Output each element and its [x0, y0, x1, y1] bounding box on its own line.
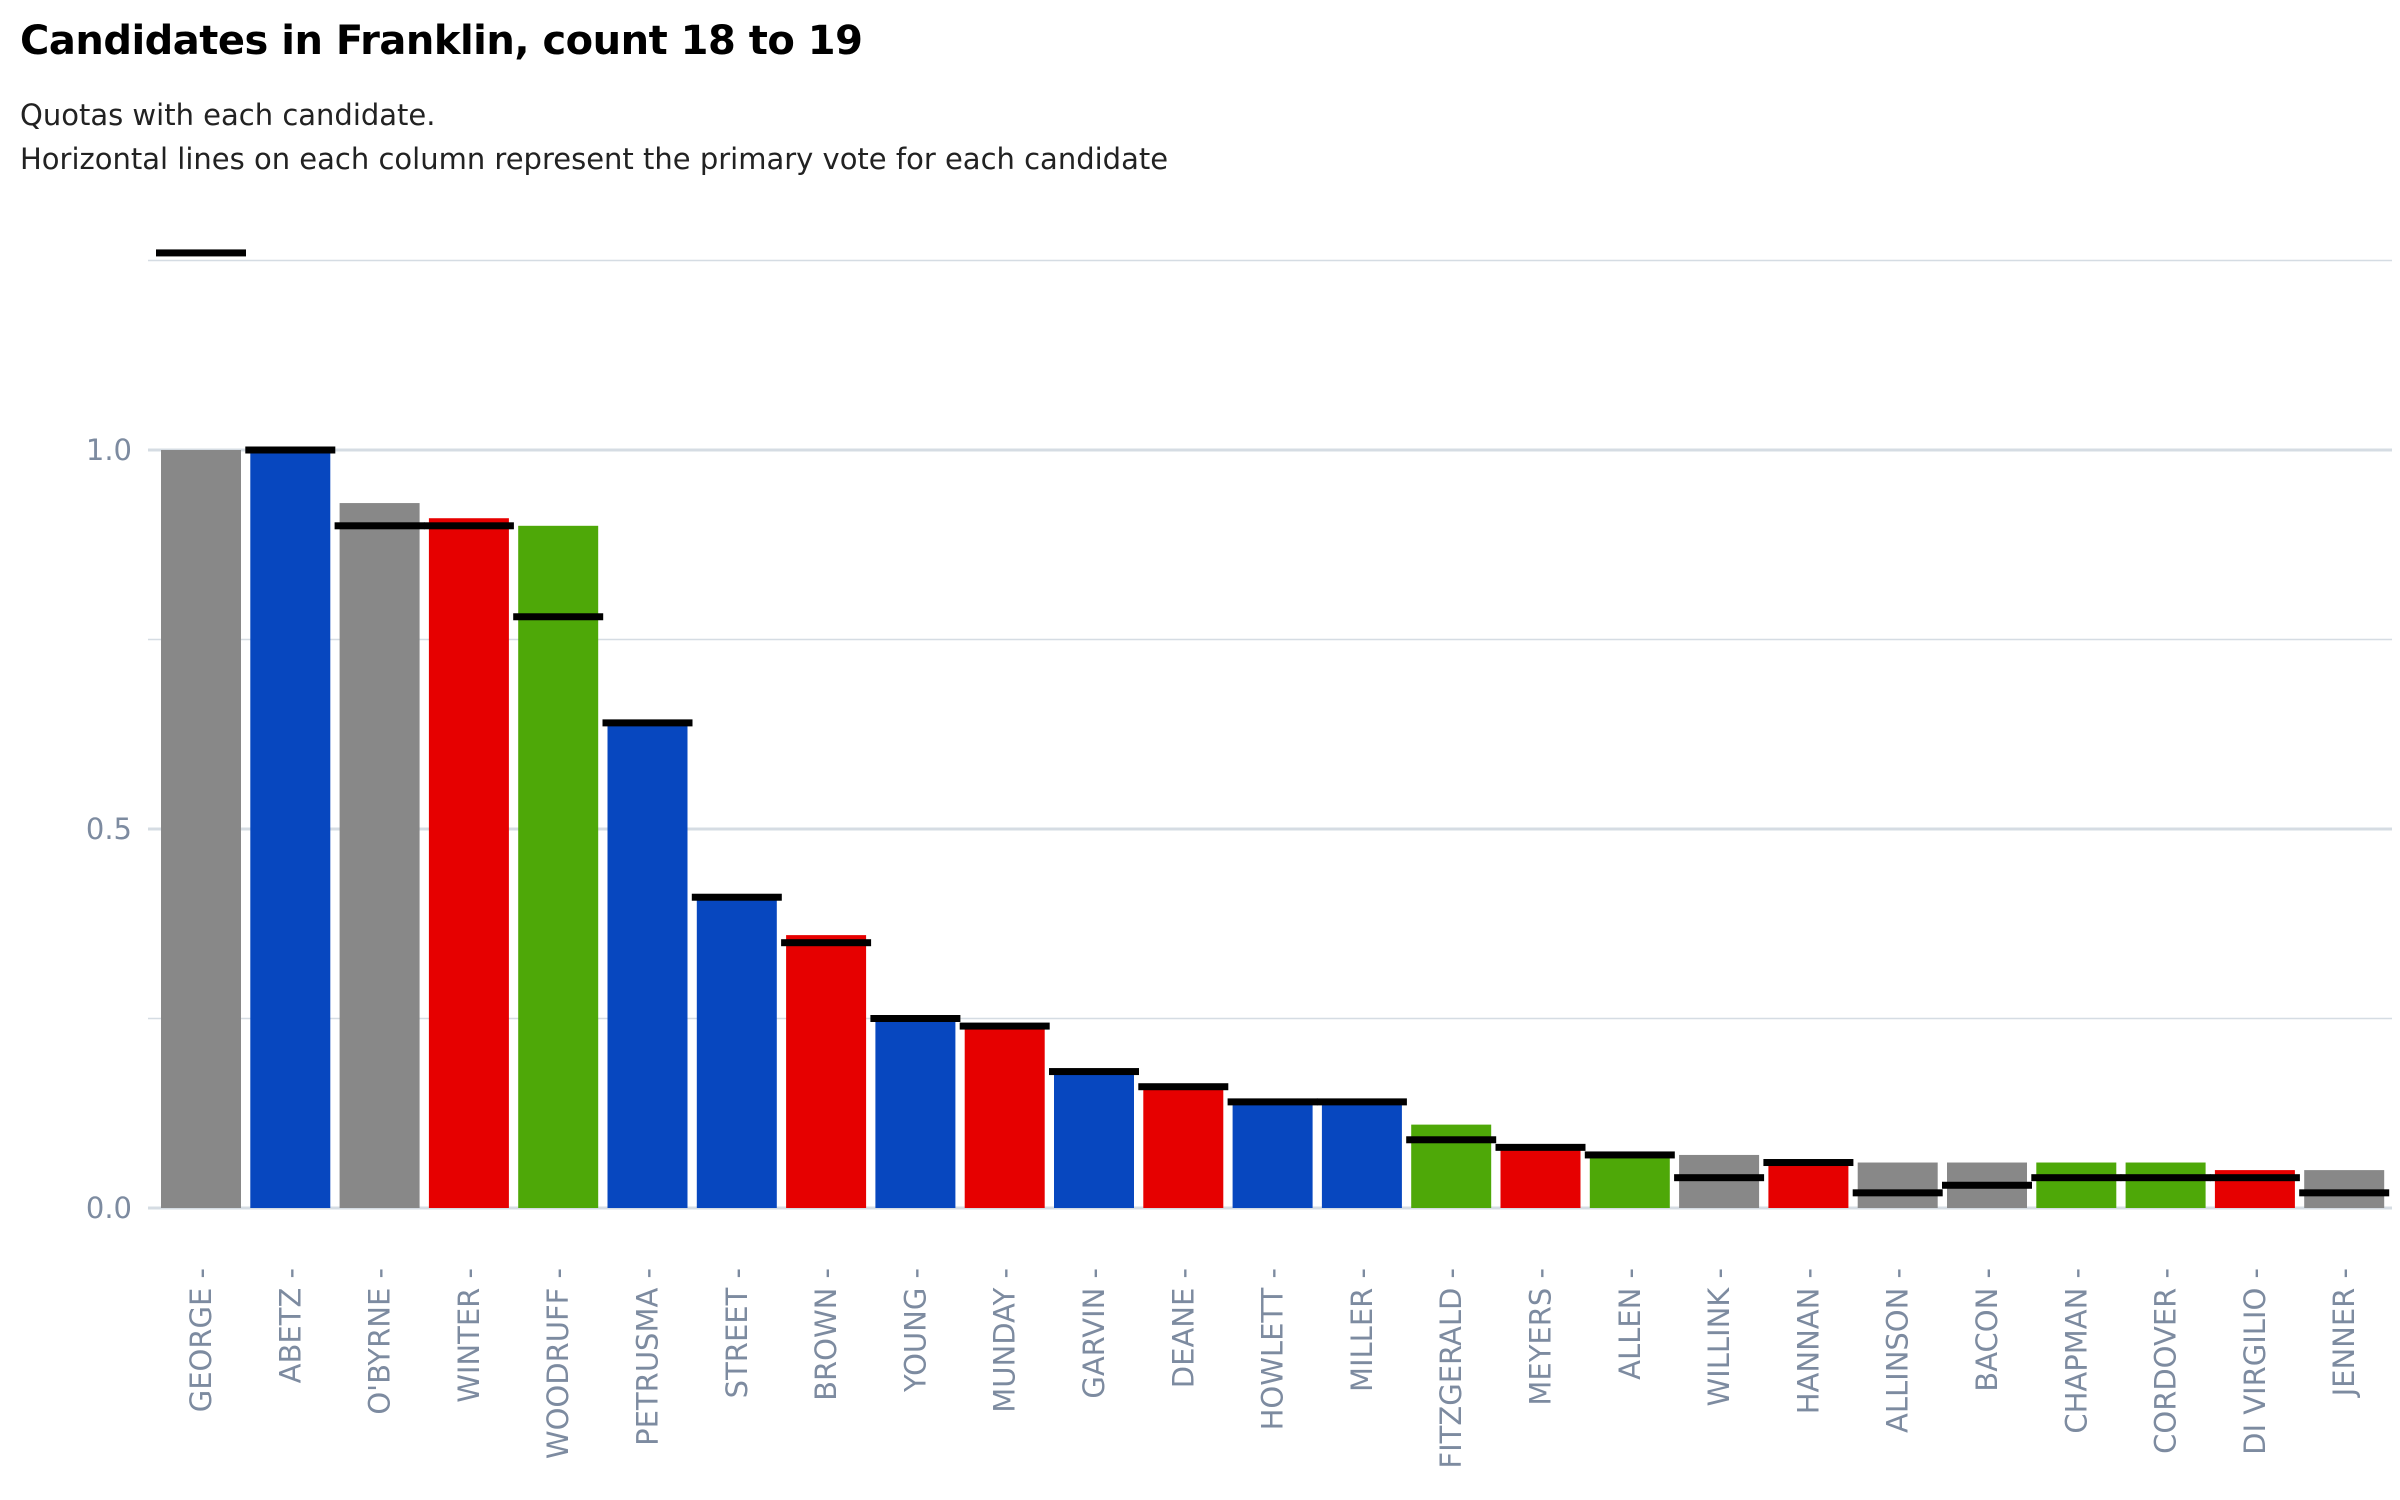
- bar: [1768, 1162, 1849, 1208]
- x-tick-label: STREET -: [720, 1268, 754, 1398]
- primary-vote-marker: [1406, 1136, 1497, 1144]
- x-tick-label: GARVIN -: [1077, 1268, 1111, 1399]
- bar: [1321, 1101, 1402, 1208]
- chart-subtitle-line-1: Quotas with each candidate.: [20, 98, 436, 132]
- primary-vote-marker: [1763, 1159, 1854, 1167]
- y-tick-label: 0.0: [86, 1191, 132, 1225]
- chart-subtitle-line-2: Horizontal lines on each column represen…: [20, 142, 1169, 176]
- primary-vote-marker: [1942, 1181, 2032, 1189]
- x-tick-label: BROWN -: [809, 1268, 843, 1401]
- bar: [786, 935, 867, 1208]
- primary-vote-marker: [423, 522, 514, 530]
- bar: [964, 1026, 1045, 1208]
- primary-vote-marker: [1049, 1068, 1139, 1076]
- x-tick-label: CORDOVER -: [2149, 1268, 2183, 1454]
- primary-vote-marker: [2299, 1189, 2390, 1197]
- x-tick-label: FITZGERALD -: [1434, 1268, 1468, 1469]
- bar: [696, 897, 777, 1208]
- primary-vote-marker: [334, 522, 425, 530]
- x-tick-label: PETRUSMA -: [631, 1268, 665, 1446]
- bar: [161, 450, 241, 1208]
- bar: [518, 525, 599, 1208]
- x-tick-label: MILLER -: [1345, 1268, 1379, 1392]
- primary-vote-marker: [245, 446, 336, 454]
- primary-vote-marker: [1674, 1174, 1765, 1182]
- bar: [1589, 1154, 1670, 1208]
- primary-vote-marker: [870, 1015, 961, 1022]
- primary-vote-marker: [1227, 1098, 1318, 1106]
- x-tick-label: MEYERS -: [1524, 1268, 1558, 1406]
- bar: [1054, 1071, 1134, 1208]
- bar: [2304, 1170, 2385, 1208]
- bar: [339, 503, 420, 1208]
- primary-vote-marker: [1852, 1189, 1943, 1197]
- bar: [1500, 1147, 1581, 1208]
- primary-vote-marker: [691, 893, 782, 901]
- bar: [250, 450, 331, 1208]
- x-tick-label: YOUNG -: [898, 1268, 932, 1393]
- bar: [1857, 1162, 1938, 1208]
- bar: [428, 518, 509, 1208]
- bar-layer: [161, 450, 2385, 1208]
- x-tick-label: WINTER -: [452, 1268, 486, 1403]
- primary-vote-marker: [1495, 1143, 1586, 1151]
- bar: [2125, 1162, 2206, 1208]
- x-tick-label: BACON -: [1970, 1268, 2004, 1392]
- primary-vote-marker: [513, 613, 604, 621]
- x-axis: GEORGE - ABETZ - O'BYRNE - WINTER - WOODRUFF…: [184, 1268, 2361, 1469]
- primary-vote-marker: [1138, 1083, 1229, 1091]
- primary-vote-marker: [2120, 1174, 2211, 1182]
- chart-title: Candidates in Franklin, count 18 to 19: [20, 18, 863, 64]
- x-tick-label: WOODRUFF -: [541, 1268, 575, 1459]
- y-tick-label: 0.5: [86, 812, 132, 846]
- x-tick-label: JENNER -: [2327, 1268, 2361, 1398]
- x-tick-label: WILLINK -: [1702, 1268, 1736, 1407]
- bar: [875, 1018, 956, 1208]
- x-tick-label: O'BYRNE -: [363, 1268, 397, 1415]
- primary-vote-marker: [1584, 1151, 1675, 1159]
- x-tick-label: ALLEN -: [1613, 1268, 1647, 1380]
- bar: [2036, 1162, 2117, 1208]
- primary-vote-marker: [2031, 1174, 2122, 1182]
- primary-vote-marker: [781, 939, 872, 947]
- primary-vote-marker-layer: [156, 249, 2390, 1197]
- bar: [1143, 1086, 1224, 1208]
- primary-vote-marker: [2209, 1174, 2300, 1182]
- x-tick-label: GEORGE -: [184, 1268, 218, 1412]
- bar: [1679, 1154, 1760, 1208]
- x-tick-label: MUNDAY -: [988, 1268, 1022, 1413]
- primary-vote-marker: [1316, 1098, 1407, 1106]
- x-tick-label: HOWLETT -: [1256, 1268, 1290, 1430]
- primary-vote-marker: [602, 719, 693, 727]
- primary-vote-marker: [156, 249, 246, 257]
- y-axis: 0.0 0.5 1.0: [86, 433, 132, 1225]
- x-tick-label: ABETZ -: [273, 1268, 307, 1383]
- primary-vote-marker: [959, 1022, 1050, 1030]
- x-tick-label: ALLINSON -: [1881, 1268, 1915, 1433]
- bar: [607, 722, 688, 1208]
- x-tick-label: HANNAN -: [1791, 1268, 1825, 1414]
- x-tick-label: DEANE -: [1166, 1268, 1200, 1388]
- bar: [1232, 1101, 1313, 1208]
- x-tick-label: CHAPMAN -: [2059, 1268, 2093, 1434]
- x-tick-label: DI VIRGILIO -: [2238, 1268, 2272, 1455]
- y-tick-label: 1.0: [86, 433, 132, 467]
